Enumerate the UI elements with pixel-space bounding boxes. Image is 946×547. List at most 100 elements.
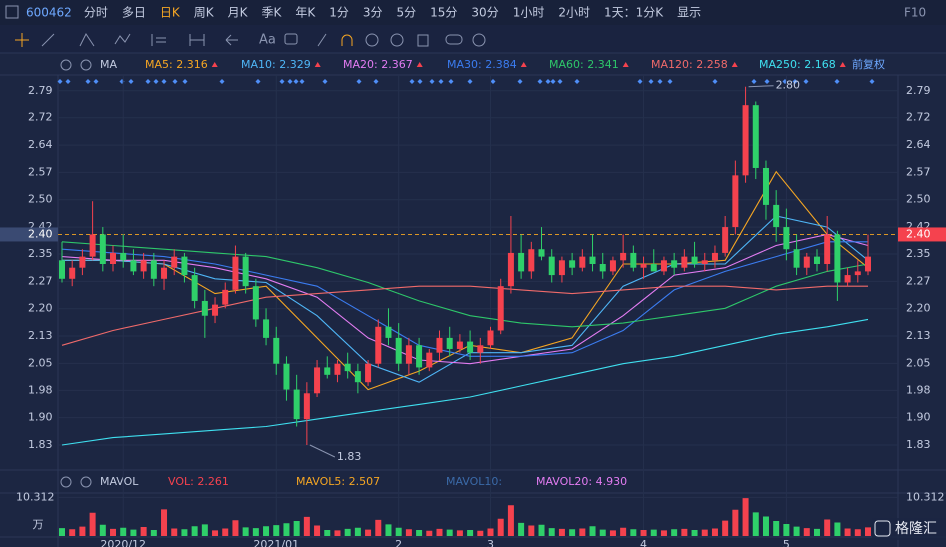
annotation-leader <box>748 85 774 88</box>
event-marker[interactable] <box>537 79 543 84</box>
event-marker[interactable] <box>219 79 225 84</box>
text-tool[interactable]: Aa <box>259 33 276 48</box>
link-icon[interactable] <box>445 34 463 45</box>
magnet-icon[interactable] <box>341 34 353 46</box>
fib-icon[interactable] <box>151 34 166 46</box>
event-marker[interactable] <box>751 79 757 84</box>
event-marker[interactable] <box>128 79 134 84</box>
period-tab[interactable]: 年K <box>295 6 316 20</box>
event-marker[interactable] <box>417 79 423 84</box>
volume-bar <box>242 527 249 536</box>
candle-body <box>477 345 484 353</box>
event-marker[interactable] <box>299 79 305 84</box>
period-tab[interactable]: 多日 <box>122 6 146 20</box>
event-marker[interactable] <box>545 79 551 84</box>
settings-icon[interactable] <box>472 33 486 47</box>
legend-arrow <box>416 62 423 67</box>
event-marker[interactable] <box>429 79 435 84</box>
period-tab[interactable]: 季K <box>261 6 282 20</box>
menu-icon[interactable] <box>5 5 19 19</box>
wave-icon[interactable] <box>114 33 131 45</box>
event-marker[interactable] <box>657 79 663 84</box>
ma-line <box>61 233 869 365</box>
candle-body <box>416 345 423 368</box>
event-marker[interactable] <box>467 79 473 84</box>
event-marker[interactable] <box>153 79 159 84</box>
period-tab[interactable]: 1天：1分K <box>604 6 664 20</box>
event-marker[interactable] <box>490 79 496 84</box>
event-marker[interactable] <box>803 79 809 84</box>
event-marker[interactable] <box>182 79 188 84</box>
indicator-close[interactable] <box>80 59 92 71</box>
event-marker[interactable] <box>279 79 285 84</box>
event-marker[interactable] <box>322 79 328 84</box>
event-marker[interactable] <box>356 79 362 84</box>
event-marker[interactable] <box>57 79 63 84</box>
period-tab[interactable]: 5分 <box>397 6 417 20</box>
period-tab[interactable]: 1小时 <box>513 6 545 20</box>
event-marker[interactable] <box>648 79 654 84</box>
event-marker[interactable] <box>145 79 151 84</box>
event-marker[interactable] <box>834 79 840 84</box>
event-marker[interactable] <box>574 79 580 84</box>
event-marker[interactable] <box>667 79 673 84</box>
event-marker[interactable] <box>65 79 71 84</box>
event-marker[interactable] <box>438 79 444 84</box>
event-marker[interactable] <box>712 79 718 84</box>
note-icon[interactable] <box>284 33 298 45</box>
legend-arrow <box>622 62 629 67</box>
event-marker[interactable] <box>764 79 770 84</box>
event-marker[interactable] <box>792 79 798 84</box>
event-marker[interactable] <box>93 79 99 84</box>
indicator-settings[interactable] <box>60 59 72 71</box>
event-marker[interactable] <box>637 79 643 84</box>
event-marker[interactable] <box>287 79 293 84</box>
lock-icon[interactable] <box>365 33 379 47</box>
period-tab[interactable]: 显示 <box>677 6 701 20</box>
period-tab[interactable]: 日K <box>160 6 181 20</box>
event-marker[interactable] <box>517 79 523 84</box>
candle-body <box>344 363 351 372</box>
event-marker[interactable] <box>448 79 454 84</box>
period-tab[interactable]: 周K <box>194 6 215 20</box>
arrow-icon[interactable] <box>225 34 238 46</box>
event-marker[interactable] <box>172 79 178 84</box>
line-icon[interactable] <box>41 33 55 47</box>
delete-icon[interactable] <box>417 34 429 47</box>
y-tick-label: 1.83 <box>906 438 931 451</box>
measure-icon[interactable] <box>189 34 205 46</box>
period-tab[interactable]: 月K <box>228 6 249 20</box>
ruler-icon[interactable] <box>317 33 327 47</box>
event-marker[interactable] <box>293 79 299 84</box>
event-marker[interactable] <box>161 79 167 84</box>
event-marker[interactable] <box>255 79 261 84</box>
f10-button[interactable]: F10 <box>904 6 926 20</box>
candle-body <box>375 326 382 364</box>
event-marker[interactable] <box>409 79 415 84</box>
y-tick-label: 2.72 <box>906 111 931 124</box>
adjust-mode[interactable]: 前复权 <box>852 57 885 71</box>
crosshair-icon[interactable] <box>15 33 29 47</box>
period-tab[interactable]: 分时 <box>84 6 108 20</box>
period-tab[interactable]: 15分 <box>430 6 457 20</box>
period-tab[interactable]: 1分 <box>329 6 349 20</box>
legend-entry: MA250: 2.168 <box>759 58 836 71</box>
volume-bar <box>609 530 616 536</box>
period-tab[interactable]: 30分 <box>471 6 498 20</box>
event-marker[interactable] <box>557 79 563 84</box>
volume-unit: 万 <box>33 518 44 531</box>
channel-icon[interactable] <box>79 33 95 47</box>
event-marker[interactable] <box>550 79 556 84</box>
volume-bar <box>813 528 820 536</box>
period-tab[interactable]: 2小时 <box>558 6 590 20</box>
period-tab[interactable]: 3分 <box>363 6 383 20</box>
indicator-close[interactable] <box>80 476 92 488</box>
candle-body <box>507 252 514 287</box>
hide-icon[interactable] <box>390 33 404 47</box>
event-marker[interactable] <box>869 79 875 84</box>
volume-bar <box>752 512 759 536</box>
stock-code[interactable]: 600462 <box>26 6 72 20</box>
event-marker[interactable] <box>85 79 91 84</box>
indicator-settings[interactable] <box>60 476 72 488</box>
event-marker[interactable] <box>373 79 379 84</box>
